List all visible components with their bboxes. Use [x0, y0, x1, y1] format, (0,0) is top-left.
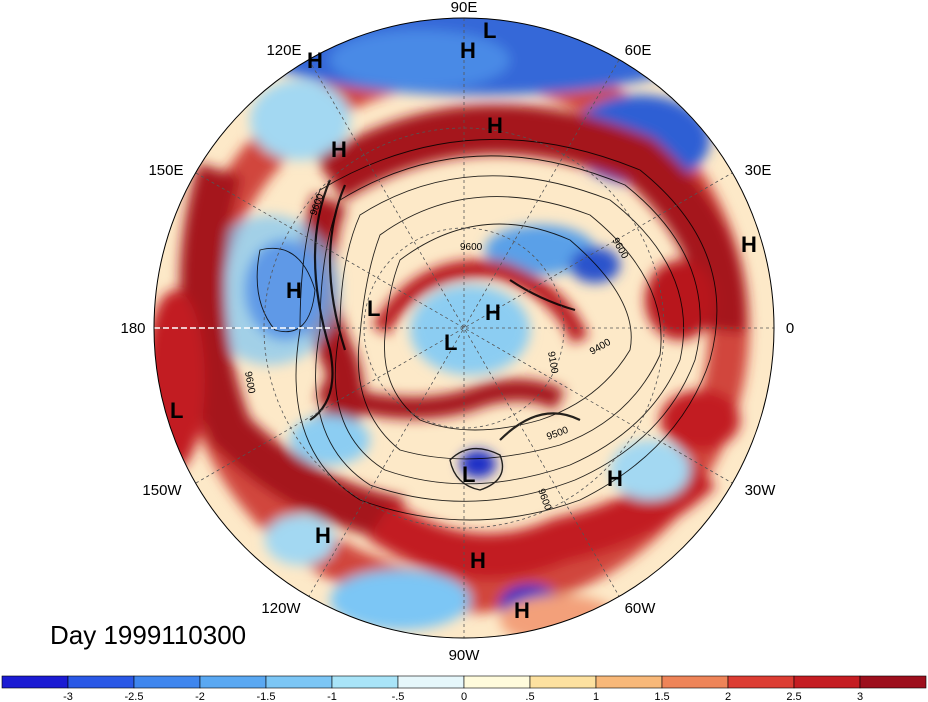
lon-label: 0	[786, 320, 794, 337]
colorbar-tick-label: .5	[525, 691, 534, 702]
lon-label: 60E	[625, 42, 652, 59]
anomaly-field	[154, 18, 774, 638]
lon-label: 90W	[449, 647, 481, 664]
colorbar-tick-label: 3	[857, 691, 863, 702]
pressure-center: H	[315, 523, 331, 548]
colorbar-tick-label: 2.5	[786, 691, 801, 702]
height-contours	[256, 138, 718, 521]
colorbar: -3 -2.5 -2 -1.5 -1 -.5 0 .5 1 1.5 2 2.5 3	[1, 675, 927, 702]
pressure-center: H	[460, 38, 476, 63]
pressure-center: L	[483, 18, 496, 43]
pressure-center: H	[286, 278, 302, 303]
pressure-center: H	[485, 300, 501, 325]
lon-label: 90E	[451, 0, 478, 16]
colorbar-tick-label: -2.5	[125, 691, 144, 702]
pressure-center: H	[741, 232, 757, 257]
colorbar-swatch	[199, 675, 267, 689]
colorbar-swatch	[859, 675, 927, 689]
colorbar-swatch	[397, 675, 465, 689]
lon-label: 30E	[745, 162, 772, 179]
colorbar-swatch	[727, 675, 795, 689]
pressure-center: L	[462, 462, 475, 487]
colorbar-swatch	[331, 675, 399, 689]
lon-label: 60W	[625, 600, 657, 617]
colorbar-tick-label: 1.5	[654, 691, 669, 702]
pressure-center: H	[331, 137, 347, 162]
colorbar-swatch	[595, 675, 663, 689]
date-title: Day 1999110300	[50, 620, 247, 650]
contour-label: 9600	[242, 371, 257, 395]
lon-label: 120E	[266, 42, 301, 59]
colorbar-swatch	[133, 675, 201, 689]
colorbar-tick-label: -3	[63, 691, 73, 702]
pressure-center: L	[170, 398, 183, 423]
colorbar-tick-label: -1	[327, 691, 337, 702]
lon-label: 30W	[745, 482, 777, 499]
contour-label: 9100	[545, 351, 560, 375]
pressure-center: H	[607, 466, 623, 491]
colorbar-tick-label: 1	[593, 691, 599, 702]
lon-label: 120W	[261, 600, 301, 617]
pressure-center: H	[470, 548, 486, 573]
contour-label: 9600	[460, 242, 483, 253]
pressure-center: H	[307, 48, 323, 73]
colorbar-swatch	[529, 675, 597, 689]
colorbar-swatch	[1, 675, 69, 689]
colorbar-swatch	[793, 675, 861, 689]
colorbar-tick-label: 2	[725, 691, 731, 702]
pressure-centers: H L H H H H H L H L L L H H H H	[170, 18, 757, 623]
longitude-labels: 90E 60E 30E 0 30W 60W 90W 120W 150W 180 …	[120, 0, 794, 664]
lon-label: 150W	[142, 482, 182, 499]
pressure-center: L	[444, 330, 457, 355]
colorbar-swatch	[661, 675, 729, 689]
colorbar-tick-label: 0	[461, 691, 467, 702]
colorbar-swatch	[265, 675, 333, 689]
pressure-center: H	[487, 113, 503, 138]
colorbar-tick-label: -.5	[392, 691, 405, 702]
map-border	[153, 17, 775, 639]
colorbar-tick-label: -2	[195, 691, 205, 702]
pressure-center: L	[367, 296, 380, 321]
contour-labels: 9600 9600 9600 9400 9500 9600 9100 9600	[242, 192, 630, 512]
lon-label: 150E	[148, 162, 183, 179]
lon-label: 180	[120, 320, 145, 337]
colorbar-swatch	[67, 675, 135, 689]
colorbar-tick-label: -1.5	[257, 691, 276, 702]
pressure-center: H	[514, 598, 530, 623]
colorbar-swatch	[463, 675, 531, 689]
